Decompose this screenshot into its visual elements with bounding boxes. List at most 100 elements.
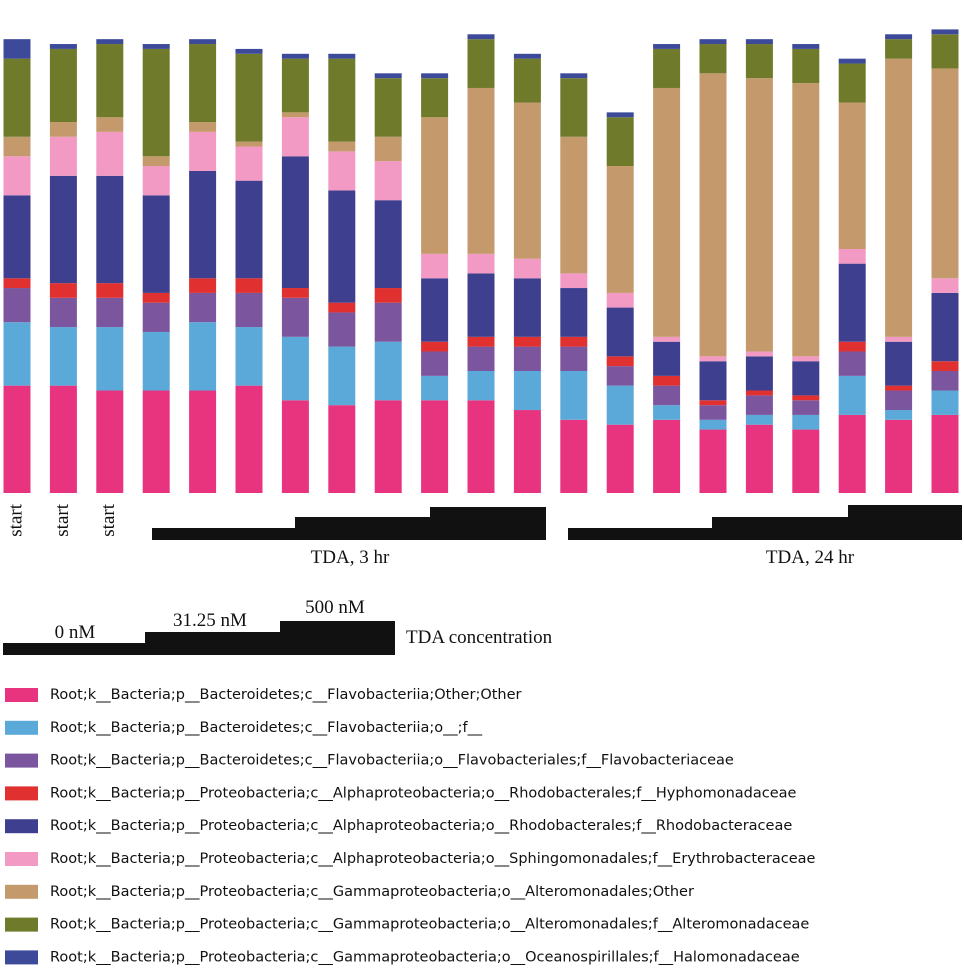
step-24hr [568,505,962,540]
bar-segment [560,419,588,493]
bar-segment [235,180,263,279]
bar-segment [792,356,820,362]
bar-segment [606,385,634,425]
bar-segment [792,395,820,401]
bar-segment [96,297,124,328]
bar-segment [467,336,495,347]
bar-segment [653,405,681,420]
bar-segment [745,395,773,415]
bar-segment [467,371,495,401]
bar-segment [49,175,77,284]
bar-segment [189,122,217,132]
bar-segment [3,156,31,196]
bar-segment [931,292,959,362]
bar-segment [745,351,773,357]
bar-segment [281,117,309,157]
x-tick-label: start [98,503,119,536]
legend-swatch [5,884,38,899]
bar-segment [96,327,124,391]
bar-segment [96,390,124,493]
bar-segment [513,58,541,103]
x-tick-label: start [5,503,26,536]
bar-segment [653,375,681,386]
bar-segment [281,400,309,493]
bar-segment [49,136,77,176]
bar-segment [142,156,170,167]
bar-segment [560,371,588,420]
bar-segment [792,83,820,357]
bar-segment [281,112,309,118]
bar-segment [560,346,588,371]
bar-segment [328,141,356,152]
bar-segment [328,346,356,406]
bar-segment [374,288,402,303]
bar-segment [281,297,309,337]
bar-segment [838,414,866,493]
bar-segment [467,253,495,274]
bar-segment [931,390,959,415]
bar-segment [235,53,263,142]
bar-segment [235,385,263,493]
bar-segment [653,419,681,493]
bar-segment [235,278,263,293]
bar-segment [374,161,402,201]
bar-segment [560,73,588,79]
bar-segment [560,336,588,347]
legend-swatch [5,917,38,932]
bar-segment [3,385,31,493]
bar-segment [328,58,356,142]
bar-segment [699,361,727,401]
bar-segment [467,400,495,493]
bar-segment [235,292,263,328]
bar-segment [699,44,727,74]
bar-segment [467,273,495,337]
bar-segment [745,414,773,425]
bar-segment [745,78,773,352]
bar-segment [745,424,773,493]
bar-segment [931,278,959,293]
bar-segment [328,312,356,347]
step-3hr [152,507,546,540]
bar-segment [189,278,217,293]
bar-segment [699,429,727,493]
bar-segment [142,44,170,49]
bar-segment [885,58,913,337]
bar-segment [606,307,634,357]
concentration-title: TDA concentration [406,627,553,648]
bar-segment [560,288,588,337]
bar-segment [281,336,309,401]
bar-segment [421,73,449,79]
bar-segment [792,414,820,430]
bar-segment [96,117,124,132]
step-concentration [3,621,395,655]
bar-segment [699,419,727,430]
bar-segment [374,78,402,137]
legend-label: Root;k__Bacteria;p__Bacteroidetes;c__Fla… [50,720,483,736]
bar-segment [885,385,913,391]
bar-segment [142,292,170,303]
bar-segment [3,278,31,289]
bar-segment [699,400,727,406]
legend-swatch [5,688,38,702]
bar-segment [560,273,588,289]
bar-segment [49,48,77,123]
bar-segment [513,410,541,493]
bar-segment [885,410,913,420]
bar-segment [3,39,31,59]
bar-segment [838,63,866,103]
bar-segment [235,146,263,181]
bar-segment [142,166,170,196]
bar-segment [745,390,773,396]
legend-label: Root;k__Bacteria;p__Proteobacteria;c__Ga… [50,917,809,933]
legend-swatch [5,786,38,801]
bar-segment [931,29,959,35]
bar-segment [931,414,959,493]
bar-segment [838,341,866,352]
bar-segment [885,419,913,493]
bar-segment [281,58,309,113]
bar-segment [49,297,77,328]
bar-segment [3,136,31,157]
bar-segment [792,429,820,493]
bar-segment [189,322,217,391]
